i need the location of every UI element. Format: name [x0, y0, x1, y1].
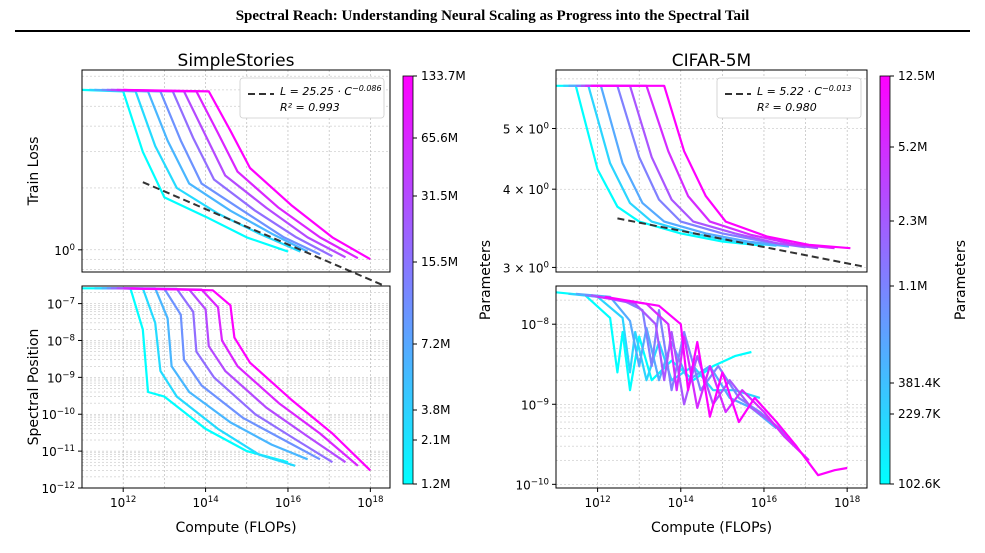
colorbar-tick-label: 7.2M: [421, 337, 450, 351]
series-line-5.2M: [585, 84, 835, 250]
series-line-5.2M: [597, 295, 810, 461]
fit-line: [617, 217, 862, 268]
colorbar-tick-label: 5.2M: [898, 140, 927, 154]
axes-frame: [555, 69, 868, 273]
colorbar-tick-label: 102.6K: [898, 477, 941, 491]
colorbar-label: Parameters: [478, 240, 494, 320]
legend-r2-label: R² = 0.993: [280, 101, 340, 114]
tick-label: 10−9: [47, 370, 75, 385]
legend-box: [239, 77, 385, 119]
series-line-381.4K: [575, 292, 778, 430]
page-header: Spectral Reach: Understanding Neural Sca…: [0, 0, 985, 40]
legend-fit-label: L = 25.25 · C−0.086: [280, 84, 382, 98]
colorbar-label: Parameters: [953, 240, 969, 320]
tick-label: 3 × 100: [503, 260, 549, 275]
colorbar-tick-label: 3.8M: [421, 403, 450, 417]
x-axis-label: Compute (FLOPs): [175, 520, 296, 536]
legend-r2-label: R² = 0.980: [757, 101, 817, 114]
tick-label: 1014: [668, 495, 694, 510]
tick-label: 1016: [751, 495, 777, 510]
colorbar-tick-label: 2.3M: [898, 214, 927, 228]
tick-label: 1012: [110, 495, 136, 510]
header-rule: [15, 30, 970, 32]
colorbar-tick-label: 1.2M: [421, 477, 450, 491]
tick-label: 1018: [357, 495, 383, 510]
legend-fit-label: L = 5.22 · C−0.013: [757, 84, 852, 98]
tick-label: 4 × 100: [503, 182, 549, 197]
tick-label: 100: [54, 243, 75, 258]
axes-frame: [81, 69, 391, 273]
tick-label: 1016: [275, 495, 301, 510]
colorbar-tick-label: 12.5M: [898, 69, 935, 83]
tick-label: 10−8: [47, 333, 75, 348]
tick-label: 10−10: [42, 407, 75, 422]
colorbar-tick-label: 381.4K: [898, 376, 941, 390]
tick-label: 1014: [192, 495, 218, 510]
scaling-figure: SimpleStories L = 25.25 · C−0.086 R² = 0.9…: [26, 51, 969, 536]
series-line-2.3M: [581, 84, 819, 250]
colorbar-tick-label: 1.1M: [898, 279, 927, 293]
axes-bottom: 10−7 10−8 10−9 10−10 10−11 10−12 1012 1014 1016 1…: [26, 285, 391, 510]
axes-top: L = 5.22 · C−0.013 R² = 0.980 5 × 100 4 × 1…: [503, 69, 868, 275]
series-line-31.5M: [116, 287, 347, 464]
y-axis-label: Train Loss: [26, 137, 42, 207]
colorbar-tick-label: 2.1M: [421, 433, 450, 447]
colorbar-tick-label: 15.5M: [421, 255, 458, 269]
running-title: Spectral Reach: Understanding Neural Sca…: [235, 8, 750, 24]
y-axis-label: Spectral Position: [26, 329, 42, 446]
series-line-12.5M: [604, 295, 848, 477]
series-line-133.7M: [130, 287, 372, 472]
series-line-7.2M: [106, 287, 321, 461]
tick-label: 10−11: [42, 444, 75, 459]
series-line-102.6K: [556, 84, 765, 247]
axes-frame: [81, 285, 391, 489]
axes-frame: [555, 285, 868, 489]
legend-box: [716, 77, 862, 119]
axes-bottom: 10−8 10−9 10−10 1012 1014 1016 1018: [516, 285, 868, 510]
tick-label: 1018: [834, 495, 860, 510]
tick-label: 1012: [584, 495, 610, 510]
series-line-1.1M: [575, 84, 806, 249]
tick-label: 10−9: [521, 397, 549, 412]
colorbar-tick-label: 65.6M: [421, 131, 458, 145]
tick-label: 10−7: [47, 297, 75, 312]
tick-label: 5 × 100: [503, 122, 549, 137]
series-line-133.7M: [123, 88, 371, 261]
series-line-1.2M: [82, 287, 289, 464]
axes-top: L = 25.25 · C−0.086 R² = 0.993 100 Train Lo…: [26, 69, 391, 287]
colorbar: [402, 75, 414, 485]
panel-title: CIFAR-5M: [672, 51, 751, 71]
series-line-15.5M: [110, 287, 333, 464]
x-axis-label: Compute (FLOPs): [651, 520, 772, 536]
series-line-3.8M: [101, 287, 309, 461]
colorbar-tick-label: 229.7K: [898, 407, 941, 421]
colorbar-tick-label: 31.5M: [421, 189, 458, 203]
tick-label: 10−12: [42, 481, 75, 496]
tick-label: 10−10: [516, 477, 549, 492]
series-line-65.6M: [123, 287, 359, 467]
panel-title: SimpleStories: [178, 51, 295, 71]
colorbar: [879, 75, 891, 485]
colorbar-tick-label: 133.7M: [421, 69, 466, 83]
tick-label: 10−8: [521, 317, 549, 332]
series-line-2.1M: [94, 287, 296, 467]
series-line-12.5M: [591, 84, 851, 250]
fit-line: [142, 181, 386, 287]
series-line-102.6K: [555, 291, 752, 392]
series-line-381.4K: [568, 84, 790, 248]
